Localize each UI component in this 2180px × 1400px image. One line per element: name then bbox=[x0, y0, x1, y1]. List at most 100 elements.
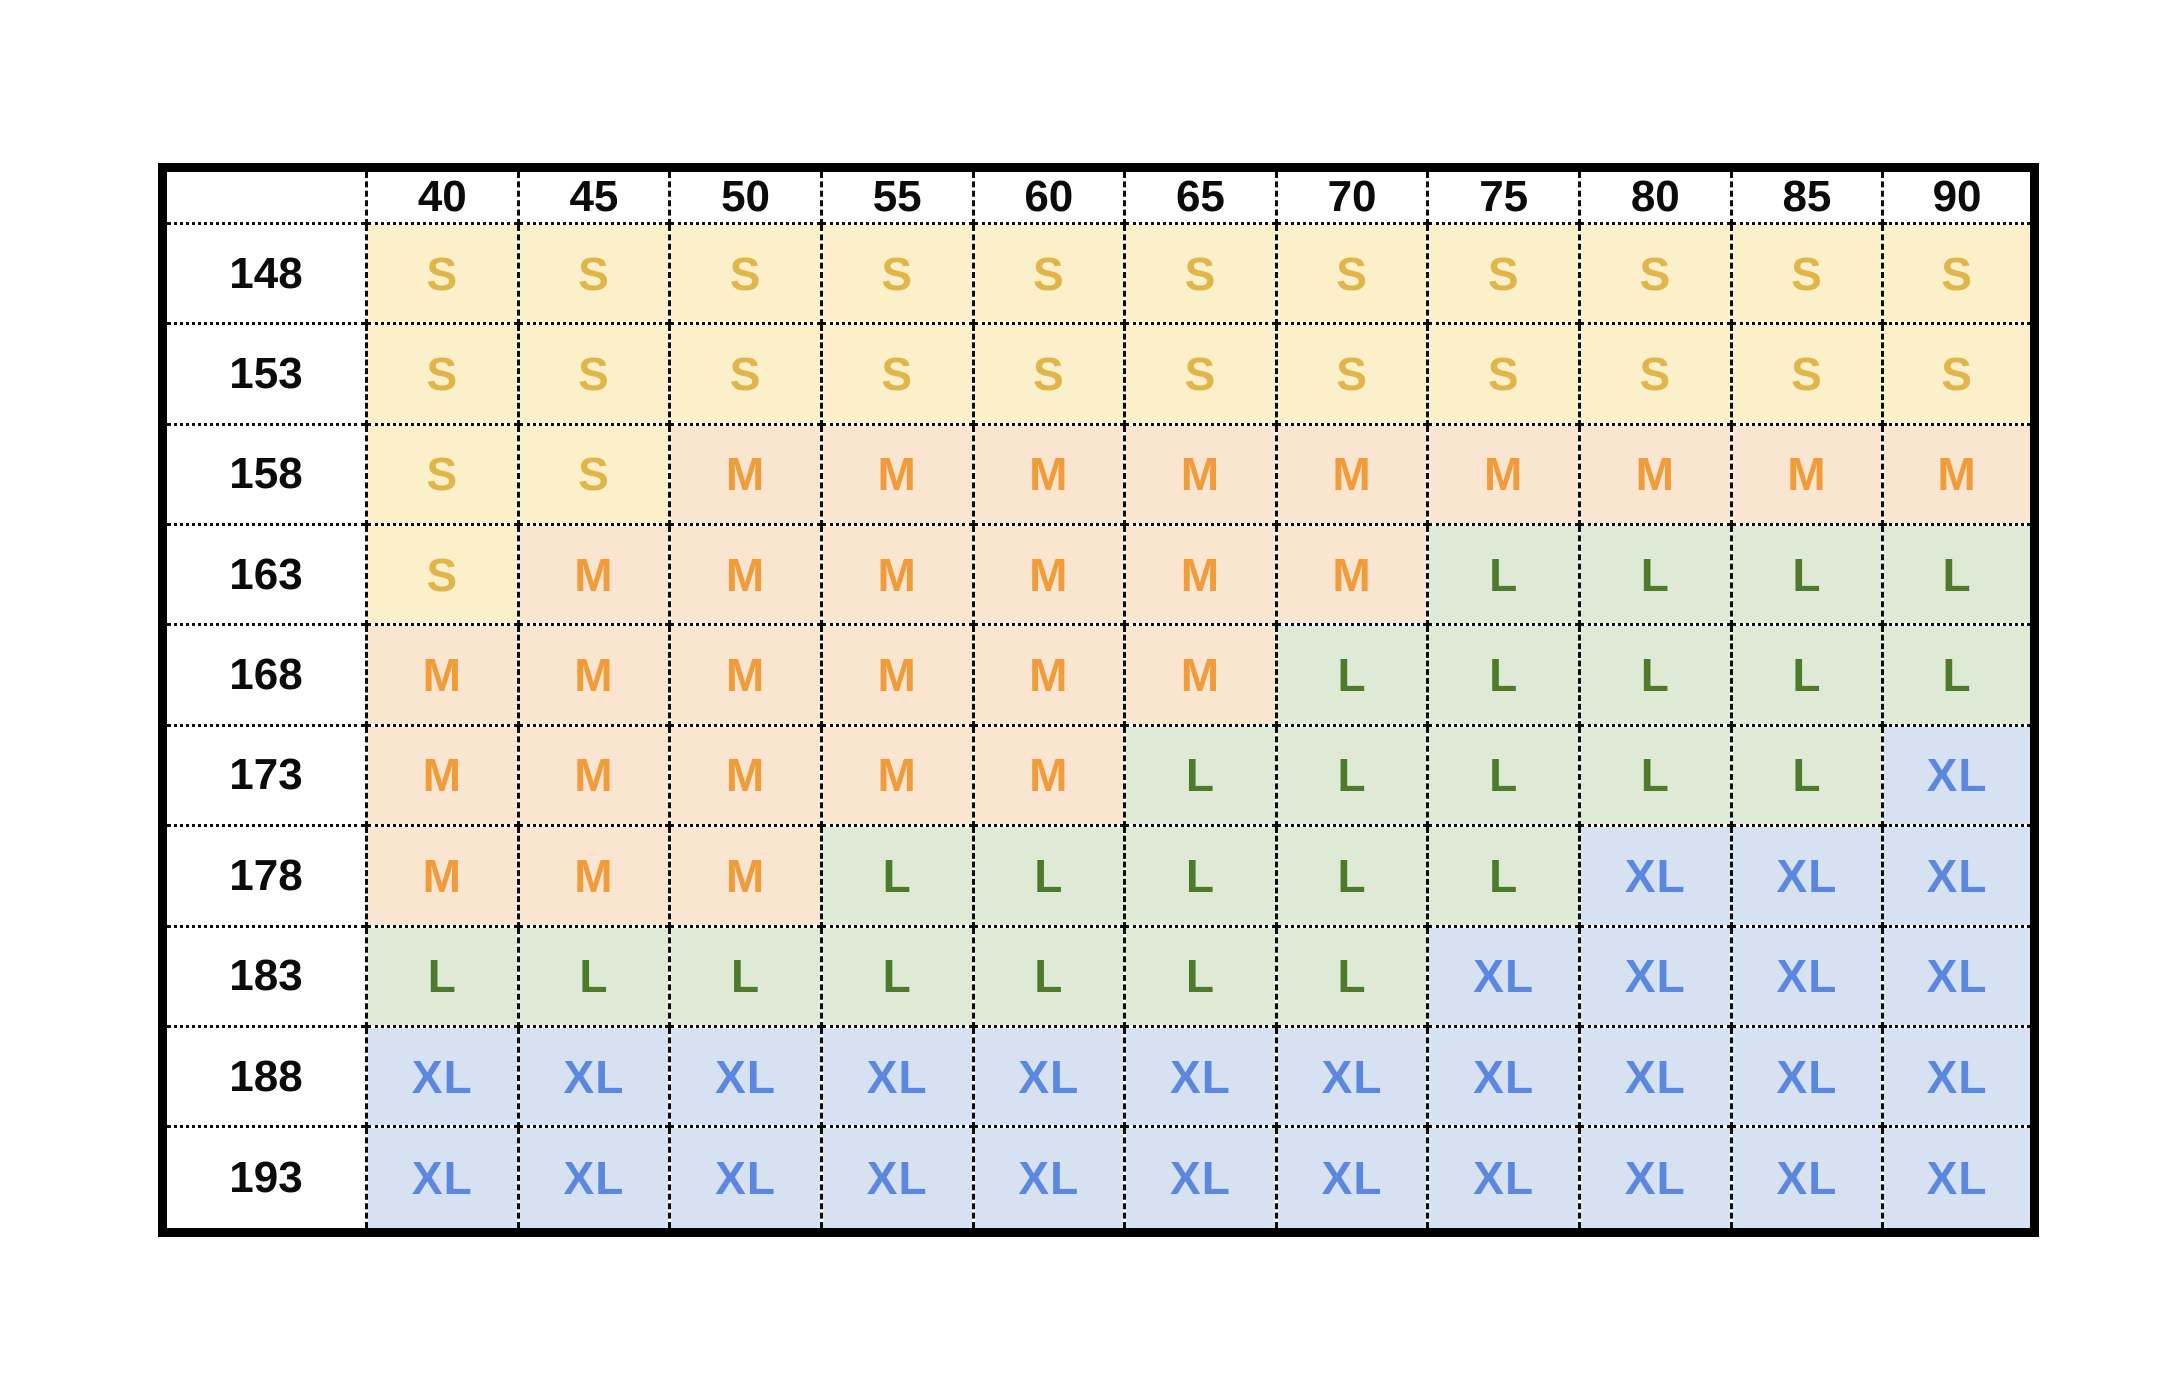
size-cell-193-45: XL bbox=[516, 1125, 670, 1233]
size-cell-173-50: M bbox=[668, 723, 822, 826]
size-cell-158-65: M bbox=[1123, 422, 1277, 525]
table-row-188: 188 XL XL XL XL XL XL XL XL XL XL XL bbox=[162, 1024, 2035, 1127]
size-cell-178-65: L bbox=[1123, 824, 1277, 927]
row-header-173: 173 bbox=[162, 723, 367, 826]
size-cell-178-75: L bbox=[1426, 824, 1580, 927]
size-cell-188-85: XL bbox=[1729, 1024, 1883, 1127]
size-cell-148-85: S bbox=[1729, 221, 1883, 324]
size-cell-173-85: L bbox=[1729, 723, 1883, 826]
row-header-163: 163 bbox=[162, 523, 367, 625]
size-cell-153-85: S bbox=[1729, 322, 1883, 425]
size-cell-168-85: L bbox=[1729, 623, 1883, 726]
size-cell-188-90: XL bbox=[1881, 1024, 2035, 1127]
column-header-40: 40 bbox=[365, 167, 519, 224]
size-cell-178-85: XL bbox=[1729, 824, 1883, 927]
size-cell-153-55: S bbox=[819, 322, 973, 425]
size-cell-158-50: M bbox=[668, 422, 822, 525]
column-header-55: 55 bbox=[819, 167, 973, 224]
size-cell-193-70: XL bbox=[1274, 1125, 1428, 1233]
column-header-75: 75 bbox=[1426, 167, 1580, 224]
size-cell-188-50: XL bbox=[668, 1024, 822, 1127]
size-cell-178-40: M bbox=[365, 824, 519, 927]
size-cell-163-40: S bbox=[365, 523, 519, 625]
table-row-163: 163 S M M M M M M L L L L bbox=[162, 523, 2035, 625]
size-cell-178-50: M bbox=[668, 824, 822, 927]
row-header-188: 188 bbox=[162, 1024, 367, 1127]
size-cell-193-55: XL bbox=[819, 1125, 973, 1233]
size-cell-163-85: L bbox=[1729, 523, 1883, 625]
size-cell-183-90: XL bbox=[1881, 924, 2035, 1027]
size-cell-178-55: L bbox=[819, 824, 973, 927]
size-cell-183-40: L bbox=[365, 924, 519, 1027]
size-cell-153-45: S bbox=[516, 322, 670, 425]
size-cell-163-55: M bbox=[819, 523, 973, 625]
column-header-80: 80 bbox=[1578, 167, 1732, 224]
size-cell-148-65: S bbox=[1123, 221, 1277, 324]
size-cell-163-80: L bbox=[1578, 523, 1732, 625]
size-cell-193-60: XL bbox=[971, 1125, 1125, 1233]
size-cell-158-40: S bbox=[365, 422, 519, 525]
size-cell-163-60: M bbox=[971, 523, 1125, 625]
size-cell-173-90: XL bbox=[1881, 723, 2035, 826]
size-cell-153-40: S bbox=[365, 322, 519, 425]
size-cell-188-55: XL bbox=[819, 1024, 973, 1127]
size-cell-183-60: L bbox=[971, 924, 1125, 1027]
size-cell-173-80: L bbox=[1578, 723, 1732, 826]
size-cell-163-45: M bbox=[516, 523, 670, 625]
size-cell-193-85: XL bbox=[1729, 1125, 1883, 1233]
size-cell-188-65: XL bbox=[1123, 1024, 1277, 1127]
size-cell-183-45: L bbox=[516, 924, 670, 1027]
size-cell-148-70: S bbox=[1274, 221, 1428, 324]
column-header-50: 50 bbox=[668, 167, 822, 224]
size-cell-168-90: L bbox=[1881, 623, 2035, 726]
size-cell-183-65: L bbox=[1123, 924, 1277, 1027]
table-row-148: 148 S S S S S S S S S S S bbox=[162, 221, 2035, 324]
size-cell-173-55: M bbox=[819, 723, 973, 826]
size-cell-148-55: S bbox=[819, 221, 973, 324]
column-header-60: 60 bbox=[971, 167, 1125, 224]
size-cell-168-80: L bbox=[1578, 623, 1732, 726]
size-cell-193-90: XL bbox=[1881, 1125, 2035, 1233]
row-header-153: 153 bbox=[162, 322, 367, 425]
size-cell-163-70: M bbox=[1274, 523, 1428, 625]
table-body: 148 S S S S S S S S S S S 153 S S S S S S S S S S S 158 S S M M M M M M M… bbox=[162, 221, 2035, 1233]
row-header-183: 183 bbox=[162, 924, 367, 1027]
size-cell-158-55: M bbox=[819, 422, 973, 525]
size-cell-183-85: XL bbox=[1729, 924, 1883, 1027]
size-cell-153-65: S bbox=[1123, 322, 1277, 425]
size-cell-188-45: XL bbox=[516, 1024, 670, 1127]
table-row-168: 168 M M M M M M L L L L L bbox=[162, 623, 2035, 726]
size-cell-183-75: XL bbox=[1426, 924, 1580, 1027]
size-cell-153-90: S bbox=[1881, 322, 2035, 425]
size-cell-173-60: M bbox=[971, 723, 1125, 826]
size-cell-173-65: L bbox=[1123, 723, 1277, 826]
size-cell-163-50: M bbox=[668, 523, 822, 625]
size-cell-158-70: M bbox=[1274, 422, 1428, 525]
size-cell-148-60: S bbox=[971, 221, 1125, 324]
size-cell-153-50: S bbox=[668, 322, 822, 425]
size-cell-178-60: L bbox=[971, 824, 1125, 927]
size-cell-158-80: M bbox=[1578, 422, 1732, 525]
size-cell-148-75: S bbox=[1426, 221, 1580, 324]
size-cell-148-90: S bbox=[1881, 221, 2035, 324]
column-header-90: 90 bbox=[1881, 167, 2035, 224]
size-cell-168-45: M bbox=[516, 623, 670, 726]
size-cell-168-40: M bbox=[365, 623, 519, 726]
size-cell-193-40: XL bbox=[365, 1125, 519, 1233]
table-row-183: 183 L L L L L L L XL XL XL XL bbox=[162, 924, 2035, 1027]
size-cell-148-50: S bbox=[668, 221, 822, 324]
size-cell-188-40: XL bbox=[365, 1024, 519, 1127]
size-cell-188-70: XL bbox=[1274, 1024, 1428, 1127]
column-header-70: 70 bbox=[1274, 167, 1428, 224]
size-chart-table: 40 45 50 55 60 65 70 75 80 85 90 148 S S S S S S S S S S S 153… bbox=[158, 163, 2039, 1237]
size-cell-183-55: L bbox=[819, 924, 973, 1027]
size-cell-153-70: S bbox=[1274, 322, 1428, 425]
size-cell-178-45: M bbox=[516, 824, 670, 927]
size-cell-183-70: L bbox=[1274, 924, 1428, 1027]
size-cell-183-50: L bbox=[668, 924, 822, 1027]
size-cell-168-75: L bbox=[1426, 623, 1580, 726]
table-row-173: 173 M M M M M L L L L L XL bbox=[162, 723, 2035, 826]
row-header-168: 168 bbox=[162, 623, 367, 726]
size-cell-148-80: S bbox=[1578, 221, 1732, 324]
